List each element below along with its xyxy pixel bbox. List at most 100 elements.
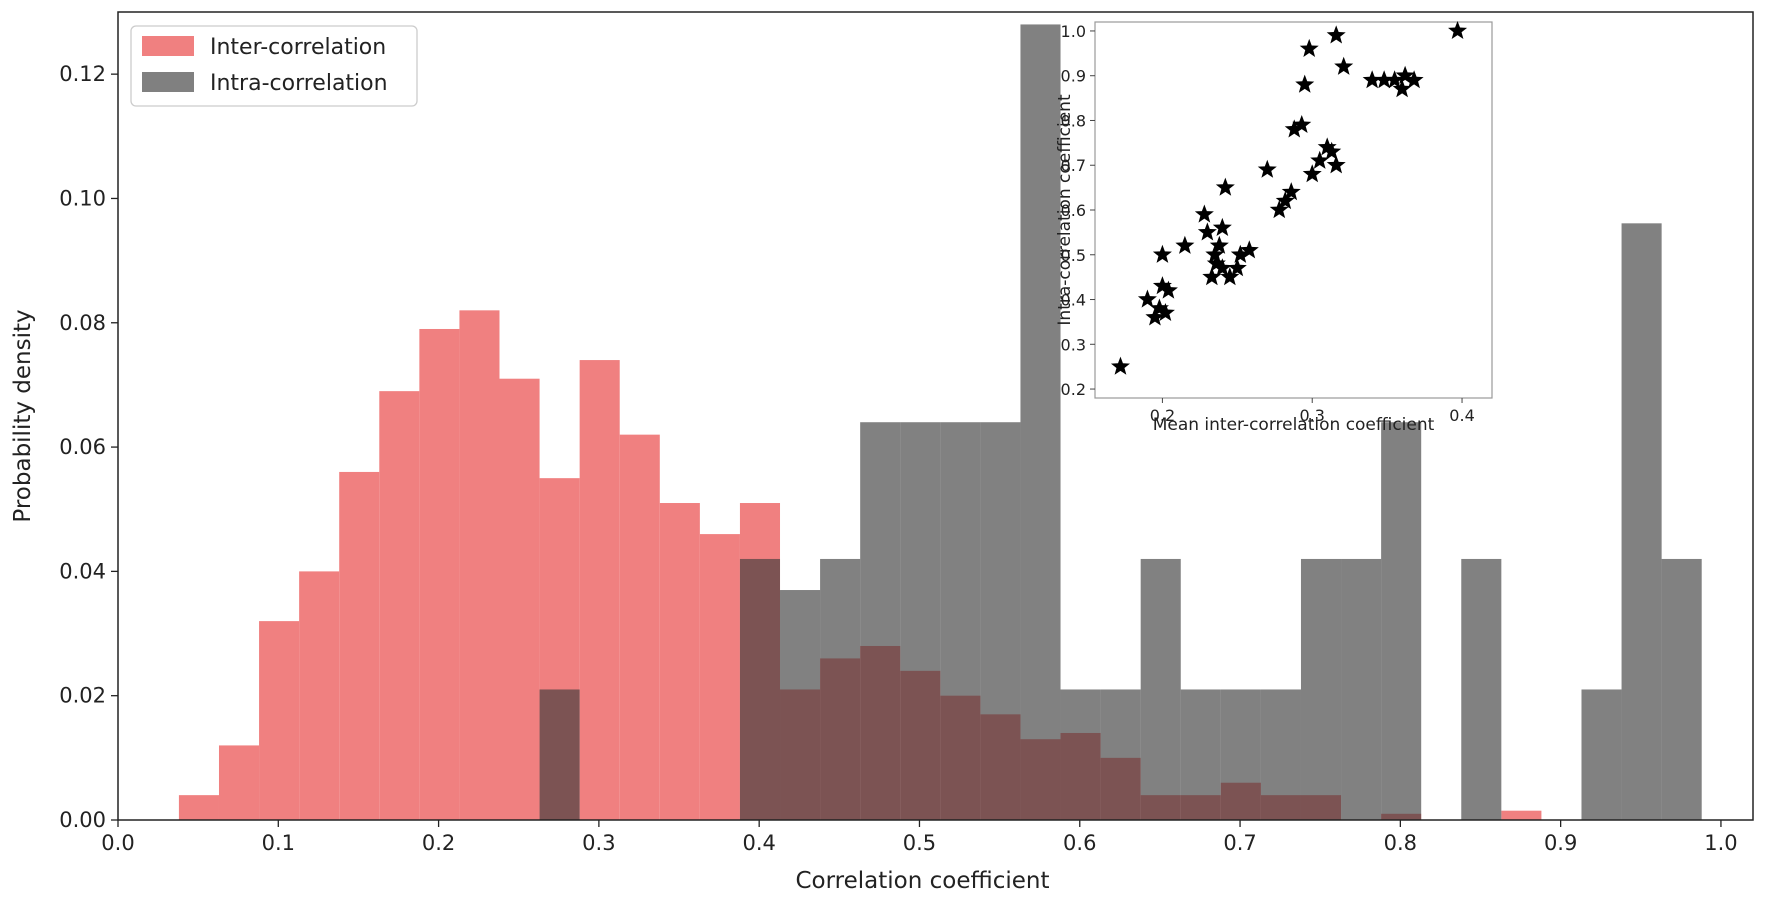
inset-y-tick-label: 0.6 (1061, 201, 1086, 220)
inset-y-tick-label: 0.3 (1061, 335, 1086, 354)
y-tick-label: 0.04 (59, 559, 106, 583)
intra-bar (900, 422, 941, 820)
scatter-point-star (1206, 253, 1226, 272)
scatter-point-star (1197, 222, 1217, 241)
intra-bar (1140, 558, 1181, 820)
legend-swatch (142, 36, 194, 56)
inter-bar (218, 745, 260, 820)
scatter-point-star (1137, 289, 1157, 308)
scatter-point-star (1326, 25, 1346, 44)
scatter-point-star (1310, 150, 1330, 169)
y-tick-label: 0.12 (59, 62, 106, 86)
inset-y-tick-label: 0.2 (1061, 380, 1086, 399)
x-tick-label: 1.0 (1704, 831, 1737, 855)
scatter-point-star (1334, 56, 1354, 75)
scatter-point-star (1175, 235, 1195, 254)
intra-bar (1020, 24, 1061, 820)
inter-bar (1501, 810, 1542, 820)
intra-bar (1621, 223, 1662, 821)
scatter-point-star (1215, 177, 1235, 196)
scatter-point-star (1275, 191, 1295, 210)
inter-bar (699, 534, 740, 820)
x-tick-label: 0.4 (742, 831, 775, 855)
intra-bar (539, 689, 580, 820)
scatter-point-star (1317, 137, 1337, 156)
intra-bar (820, 558, 861, 820)
inter-bar (619, 434, 660, 820)
scatter-point-star (1152, 276, 1172, 295)
legend-label: Intra-correlation (210, 71, 388, 96)
scatter-point-star (1202, 267, 1222, 286)
scatter-point-star (1404, 70, 1424, 89)
inset-x-tick-label: 0.2 (1150, 406, 1175, 425)
scatter-point-star (1302, 164, 1322, 183)
inset-x-axis-label: Mean inter-correlation coefficient (1153, 415, 1435, 435)
inter-bar (419, 328, 460, 820)
inter-bar (259, 621, 300, 820)
legend-label: Inter-correlation (210, 35, 386, 60)
inset-y-tick-label: 0.4 (1061, 291, 1086, 310)
intra-bar (940, 422, 981, 820)
scatter-point-star (1110, 356, 1130, 375)
intra-bar (739, 558, 781, 820)
inter-bar (499, 378, 540, 820)
inset-y-axis-label: Intra-correlation coefficient (1055, 94, 1075, 326)
x-axis-label: Correlation coefficient (795, 868, 1049, 894)
scatter-point-star (1295, 74, 1315, 93)
x-tick-label: 0.7 (1223, 831, 1256, 855)
scatter-point-star (1212, 217, 1232, 236)
intra-bar (1581, 689, 1622, 820)
scatter-point-star (1284, 119, 1304, 138)
inset-x-tick-label: 0.4 (1449, 406, 1474, 425)
inter-bar (339, 471, 380, 820)
inter-correlation-series (178, 310, 1542, 820)
inset-background (1094, 21, 1493, 399)
scatter-point-star (1212, 258, 1232, 277)
y-tick-label: 0.06 (59, 435, 106, 459)
inset-y-tick-label: 0.8 (1061, 111, 1086, 130)
inter-bar (459, 310, 500, 820)
y-tick-label: 0.10 (59, 186, 106, 210)
x-tick-label: 0.5 (903, 831, 936, 855)
scatter-point-star (1322, 141, 1342, 160)
scatter-point-star (1209, 235, 1229, 254)
x-tick-label: 0.2 (422, 831, 455, 855)
inter-bar (299, 571, 340, 820)
intra-bar (980, 422, 1021, 820)
intra-bar (1260, 689, 1301, 820)
intra-bar (1060, 689, 1101, 820)
main-axes: 0.0 0.1 0.2 0.3 0.4 0.5 0.6 0.7 0.8 0.9 1.0 0.00 0.0… (10, 11, 1754, 894)
x-tick-label: 0.0 (101, 831, 134, 855)
scatter-point-star (1194, 204, 1214, 223)
intra-correlation-series (539, 24, 1702, 821)
scatter-point-star (1362, 70, 1382, 89)
intra-bar (1341, 558, 1382, 820)
inset-y-tick-label: 0.7 (1061, 156, 1086, 175)
x-tick-label: 0.9 (1544, 831, 1577, 855)
scatter-point-star (1149, 298, 1169, 317)
intra-bar (1220, 689, 1261, 820)
intra-bar (1381, 422, 1422, 820)
scatter-point-star (1158, 280, 1178, 299)
main-plot-frame (117, 11, 1754, 821)
x-tick-label: 0.8 (1384, 831, 1417, 855)
scatter-point-star (1152, 244, 1172, 263)
scatter-point-star (1269, 200, 1289, 219)
inter-bar (178, 795, 219, 820)
intra-bar (1180, 689, 1221, 820)
x-tick-label: 0.3 (582, 831, 615, 855)
intra-bar (1300, 558, 1342, 820)
scatter-point-star (1155, 302, 1175, 322)
scatter-point-star (1227, 258, 1247, 277)
inset-y-tick-label: 0.5 (1061, 246, 1086, 265)
scatter-point-star (1395, 65, 1415, 84)
scatter-point-star (1292, 114, 1312, 134)
inset-y-tick-label: 1.0 (1061, 22, 1086, 41)
y-tick-label: 0.00 (59, 808, 106, 832)
scatter-point-star (1230, 244, 1250, 263)
scatter-point-star (1392, 79, 1412, 98)
scatter-point-star (1299, 38, 1319, 57)
inset-scatter-plot: 0.2 0.3 0.4 0.2 0.3 0.4 0.5 0.6 0.7 0.8 0.9 1.0 Mean… (1055, 20, 1493, 435)
scatter-point-star (1385, 70, 1405, 89)
